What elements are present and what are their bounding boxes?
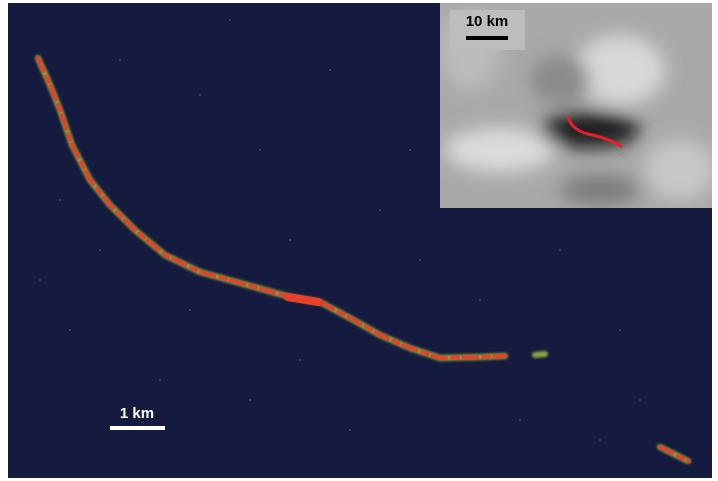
page: 1 km 10 km (() => { const data = JSON.pa…	[0, 0, 718, 481]
scale-label: 1 km	[120, 405, 154, 422]
inset-scale-label: 10 km	[466, 13, 509, 30]
scale-bar	[110, 426, 165, 430]
inset-map: 10 km	[440, 3, 715, 208]
figure: 1 km 10 km	[0, 0, 718, 481]
inset-scale-bar	[466, 36, 508, 40]
